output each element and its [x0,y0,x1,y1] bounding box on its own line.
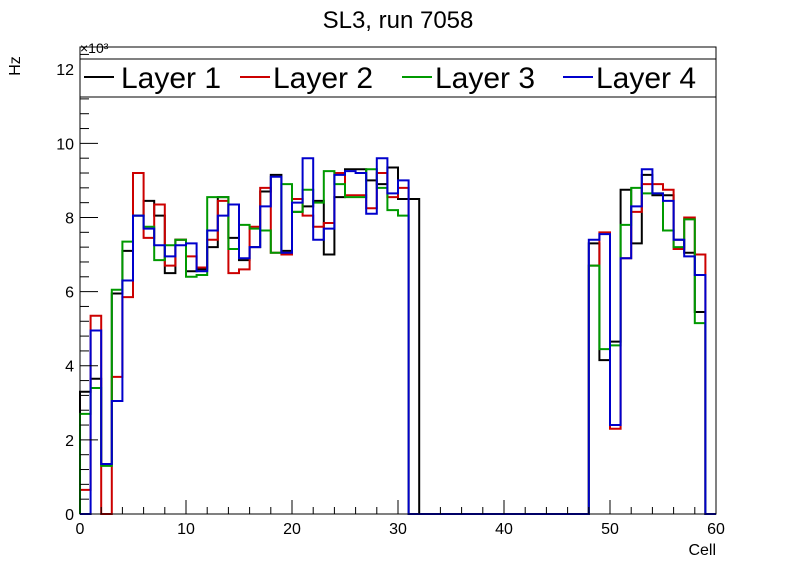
x-tick-label: 50 [601,521,619,538]
y-tick-label: 6 [65,285,74,302]
y-tick-label: 12 [56,62,74,79]
legend-label-layer-2: Layer 2 [273,62,373,95]
y-tick-label: 2 [65,433,74,450]
y-tick-label: 10 [56,136,74,153]
series-layer [79,157,716,515]
y-tick-label: 4 [65,359,74,376]
y-axis-multiplier: ×10³ [80,40,109,56]
y-tick-label: 0 [65,507,74,524]
y-axis-label: Hz [7,56,24,76]
legend-label-layer-4: Layer 4 [596,62,696,95]
legend-label-layer-1: Layer 1 [121,62,221,95]
x-tick-label: 10 [177,521,195,538]
series-line-layer-4 [80,157,716,515]
x-tick-label: 60 [707,521,725,538]
axes-layer: 0 10 20 30 40 50 60 0 2 4 6 8 10 12 [56,46,725,538]
x-axis-label: Cell [688,542,716,559]
y-tick-label: 8 [65,210,74,227]
x-tick-label: 0 [76,521,85,538]
chart-title: SL3, run 7058 [323,7,474,34]
x-tick-label: 30 [389,521,407,538]
legend: Layer 1 Layer 2 Layer 3 Layer 4 [79,58,717,98]
legend-label-layer-3: Layer 3 [435,62,535,95]
x-tick-label: 40 [495,521,513,538]
x-tick-label: 20 [283,521,301,538]
legend-box [79,58,717,98]
